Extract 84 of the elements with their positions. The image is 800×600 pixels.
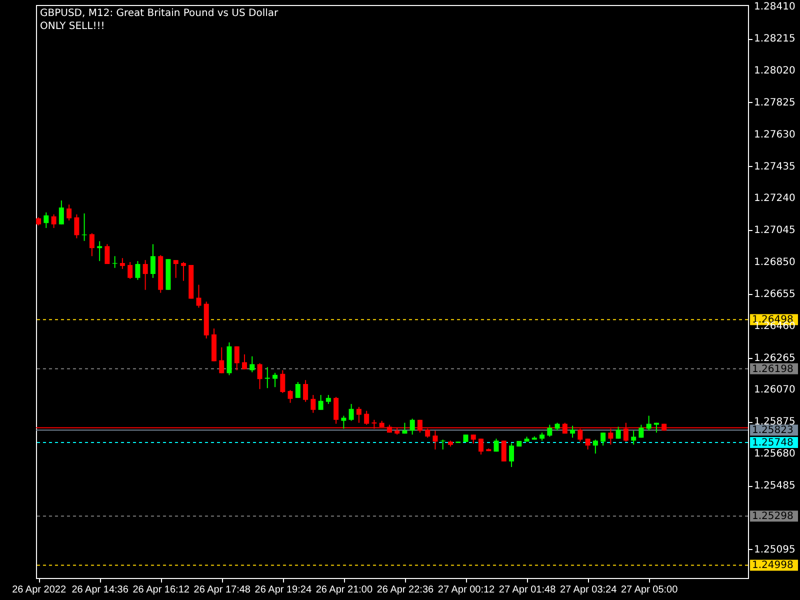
annotation: ONLY SELL!!! (40, 21, 105, 32)
y-tick-label: 1.27435 (754, 161, 796, 172)
candlestick (432, 430, 438, 450)
candlestick (89, 232, 94, 257)
y-tick-label: 1.25095 (754, 544, 796, 556)
y-tick-label: 1.28410 (754, 2, 796, 13)
y-tick-label: 1.27630 (754, 129, 796, 140)
x-tick-label: 26 Apr 16:12 (132, 584, 190, 596)
candlestick (638, 424, 644, 438)
y-tick-label: 1.28215 (754, 34, 796, 45)
y-tick-label: 1.27045 (754, 225, 796, 236)
candlestick (295, 382, 300, 398)
y-tick-label: 1.25485 (754, 480, 796, 492)
x-tick-label: 26 Apr 17:48 (194, 584, 251, 596)
ref-line-label: 1.25298 (752, 511, 794, 522)
candlestick (592, 439, 598, 454)
candlestick (348, 403, 354, 422)
candlestick (547, 424, 552, 438)
candlestick (180, 262, 186, 282)
x-tick-label: 27 Apr 05:00 (620, 584, 678, 596)
x-tick-label: 27 Apr 01:48 (498, 584, 556, 596)
candlestick (478, 438, 484, 456)
candlestick (341, 415, 346, 430)
candlestick (128, 262, 133, 280)
candlestick (494, 438, 499, 452)
candlestick (104, 244, 110, 264)
candlestick (66, 204, 72, 221)
x-tick-label: 26 Apr 2022 (12, 584, 66, 596)
candlestick (410, 418, 415, 436)
candlestick (303, 380, 308, 402)
y-tick-label: 1.26850 (754, 257, 796, 268)
candlestick (334, 396, 339, 424)
candlestick (646, 415, 652, 432)
x-tick-label: 27 Apr 00:12 (438, 584, 496, 596)
candlestick (318, 394, 324, 410)
candlestick (51, 214, 56, 228)
candlestick (219, 346, 224, 374)
candlestick (242, 354, 248, 370)
y-tick-label: 1.26265 (754, 352, 796, 364)
y-tick-label: 1.26070 (754, 384, 796, 396)
ref-line-label: 1.26198 (752, 364, 794, 375)
y-tick-label: 1.25680 (754, 448, 796, 460)
candlestick (250, 356, 255, 373)
ref-line-label: 1.24998 (752, 560, 794, 572)
candlestick (97, 240, 102, 262)
y-tick-label: 1.27240 (754, 193, 796, 204)
candlestick (196, 284, 202, 308)
x-tick-label: 27 Apr 03:24 (560, 584, 618, 596)
x-tick-label: 26 Apr 14:36 (72, 584, 129, 596)
candlestick (264, 366, 270, 389)
candlestick (585, 438, 590, 450)
candlestick (74, 214, 80, 239)
ref-line-label: 1.25748 (752, 437, 794, 448)
candlestick (501, 440, 506, 462)
candlestick (44, 212, 49, 228)
y-tick-label: 1.28020 (754, 65, 796, 76)
candlestick (356, 406, 362, 424)
y-tick-label: 1.26655 (754, 288, 796, 300)
candlestick (326, 394, 331, 404)
candlestick (631, 430, 636, 446)
x-tick-label: 26 Apr 22:36 (376, 584, 434, 596)
candlestick (257, 362, 262, 390)
candlestick (135, 260, 140, 280)
candlestick (142, 260, 148, 290)
candlestick (150, 244, 156, 278)
candlestick (173, 260, 178, 278)
x-tick-label: 26 Apr 19:24 (254, 584, 312, 596)
candlestick (280, 370, 286, 394)
candlestick (570, 425, 576, 438)
chart-title: GBPUSD, M12: Great Britain Pound vs US Dollar (40, 8, 280, 19)
y-tick-label: 1.27825 (754, 97, 796, 108)
candlestick (58, 200, 64, 225)
candlestick (440, 439, 446, 450)
x-tick-label: 26 Apr 21:00 (316, 584, 373, 596)
candlestick (310, 394, 316, 414)
candlestick (120, 258, 125, 270)
ref-line-label: 1.25823 (752, 425, 794, 436)
candlestick (234, 346, 240, 371)
candlestick (272, 372, 278, 388)
candlestick (600, 432, 606, 446)
candlestick (364, 410, 370, 426)
candlestick (288, 390, 293, 404)
candlestick (509, 442, 514, 468)
candlestick (470, 434, 476, 444)
